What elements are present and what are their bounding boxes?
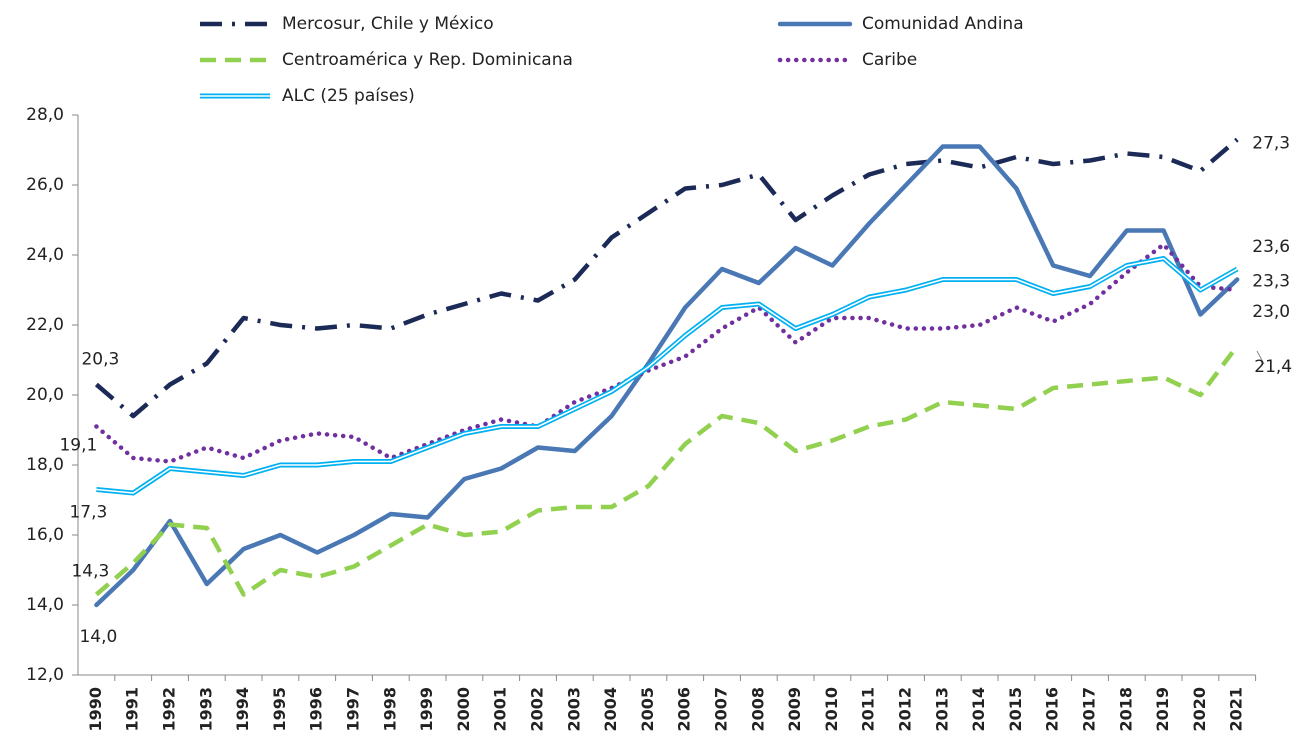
y-tick-label: 14,0 [26,595,64,615]
legend-label: Mercosur, Chile y México [282,14,494,34]
x-tick-label: 2013 [932,687,951,732]
x-tick-label: 2011 [859,687,878,732]
x-tick-label: 1999 [417,687,436,732]
y-tick-label: 20,0 [26,385,64,405]
data-label: 19,1 [59,436,97,456]
x-tick-label: 1997 [344,687,363,732]
x-tick-label: 2010 [822,687,841,732]
x-tick-label: 2014 [969,687,988,732]
series-line-inner [96,257,1238,494]
x-tick-label: 2019 [1153,687,1172,732]
x-tick-label: 2018 [1116,687,1135,732]
x-tick-label: 2016 [1043,687,1062,732]
y-tick-label: 18,0 [26,455,64,475]
y-tick-label: 24,0 [26,245,64,265]
data-label: 21,4 [1254,357,1292,377]
x-tick-label: 1991 [123,687,142,732]
data-label: 14,0 [79,627,117,647]
x-tick-label: 1998 [380,687,399,732]
x-tick-label: 2004 [601,687,620,732]
series-line [94,144,1240,608]
y-tick-label: 22,0 [26,315,64,335]
x-tick-label: 2007 [712,687,731,732]
data-label: 23,6 [1252,237,1290,257]
x-tick-label: 2015 [1006,687,1025,732]
legend-label: ALC (25 países) [282,86,415,106]
data-label: 27,3 [1252,134,1290,154]
x-tick-label: 1994 [233,687,252,732]
x-tick-label: 2001 [491,687,510,732]
series-line [94,242,1240,464]
y-tick-label: 28,0 [26,105,64,125]
legend-label: Caribe [862,50,917,70]
series-line [94,137,1239,419]
leader-line [1256,350,1265,365]
x-tick-label: 2021 [1227,687,1246,732]
series-line [94,344,1239,597]
x-tick-label: 2008 [748,687,767,732]
x-tick-label: 1993 [196,687,215,732]
y-tick-label: 16,0 [26,525,64,545]
x-tick-label: 1990 [86,687,105,732]
legend-label: Centroamérica y Rep. Dominicana [282,50,573,70]
x-tick-label: 1992 [160,687,179,732]
legend-label: Comunidad Andina [862,14,1024,34]
data-label: 17,3 [69,503,107,523]
x-tick-label: 2006 [675,687,694,732]
data-label: 20,3 [81,350,119,370]
x-tick-label: 2003 [564,687,583,732]
x-tick-label: 2002 [528,687,547,732]
x-tick-label: 2012 [896,687,915,732]
y-tick-label: 12,0 [26,665,64,685]
x-tick-label: 2017 [1080,687,1099,732]
series-line [96,256,1239,496]
data-label: 14,3 [71,562,109,582]
x-tick-label: 1995 [270,687,289,732]
data-label: 23,3 [1252,272,1290,292]
y-tick-label: 26,0 [26,175,64,195]
x-tick-label: 2000 [454,687,473,732]
x-tick-label: 2020 [1190,687,1209,732]
x-tick-label: 2005 [638,687,657,732]
x-tick-label: 1996 [307,687,326,732]
x-tick-label: 2009 [785,687,804,732]
data-label: 23,0 [1252,302,1290,322]
